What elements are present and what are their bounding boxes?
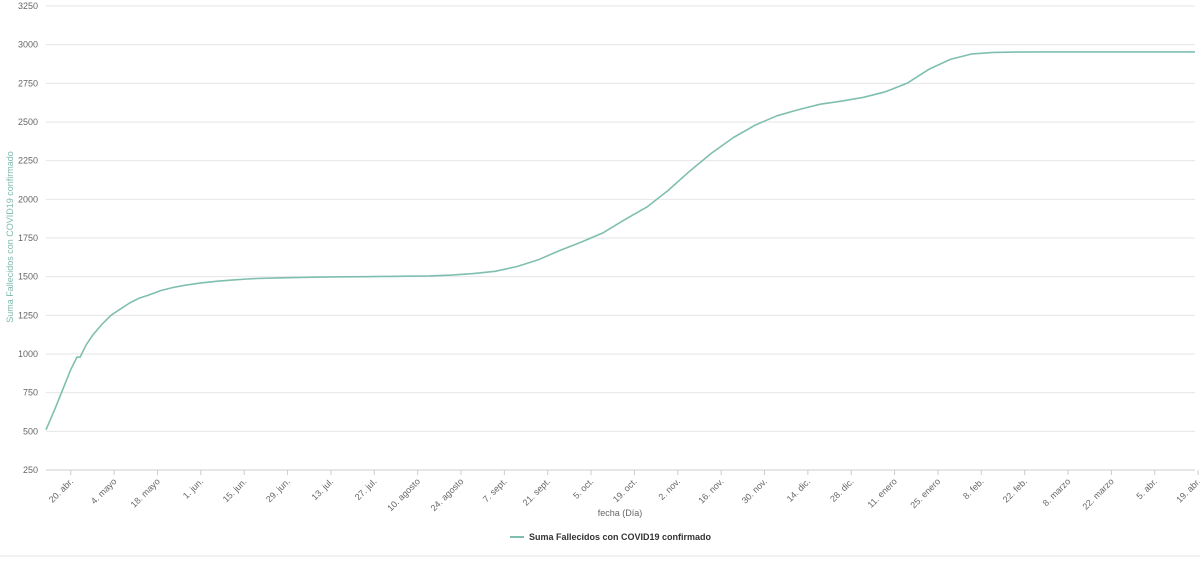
x-tick-label: 22. marzo bbox=[1080, 476, 1115, 511]
x-tick-label: 20. abr. bbox=[47, 476, 75, 504]
x-axis-ticks: 20. abr. 4. mayo 18. mayo 1. jun. 15. jun. 29… bbox=[47, 470, 1200, 513]
x-tick-label: 2. nov. bbox=[656, 476, 682, 502]
series-line[interactable] bbox=[45, 51, 1195, 431]
x-tick-label: 19. abr. bbox=[1174, 476, 1200, 504]
x-tick-label: 29. jun. bbox=[264, 476, 292, 504]
series-layer bbox=[45, 51, 1195, 431]
x-tick-label: 25. enero bbox=[908, 476, 942, 510]
y-axis-ticks: 250 500 750 1000 1250 1500 1750 2000 2250 2500 275… bbox=[18, 1, 38, 475]
y-tick-label: 500 bbox=[23, 426, 38, 436]
x-tick-label: 27. jul. bbox=[353, 476, 379, 502]
x-tick-label: 24. agosto bbox=[429, 476, 466, 513]
x-axis-title: fecha (Día) bbox=[598, 508, 643, 518]
legend[interactable]: Suma Fallecidos con COVID19 confirmado bbox=[510, 532, 712, 542]
x-tick-label: 15. jun. bbox=[221, 476, 249, 504]
x-tick-label: 11. enero bbox=[866, 476, 899, 509]
x-tick-label: 1. jun. bbox=[181, 476, 205, 500]
x-tick-label: 13. jul. bbox=[310, 476, 336, 502]
y-tick-label: 2250 bbox=[18, 156, 38, 166]
x-tick-label: 18. mayo bbox=[129, 476, 162, 509]
y-tick-label: 250 bbox=[23, 465, 38, 475]
legend-label: Suma Fallecidos con COVID19 confirmado bbox=[529, 532, 712, 542]
y-tick-label: 2750 bbox=[18, 78, 38, 88]
x-tick-label: 30. nov. bbox=[740, 476, 769, 505]
x-tick-label: 19. oct. bbox=[611, 476, 639, 504]
grid-lines bbox=[46, 5, 1195, 432]
x-tick-label: 4. mayo bbox=[89, 476, 119, 506]
x-tick-label: 21. sept. bbox=[521, 476, 552, 507]
x-tick-label: 7. sept. bbox=[481, 476, 509, 504]
y-tick-label: 3000 bbox=[18, 40, 38, 50]
y-tick-label: 2000 bbox=[18, 194, 38, 204]
x-tick-label: 14. dic. bbox=[785, 476, 813, 504]
x-tick-label: 5. oct. bbox=[571, 476, 595, 500]
x-tick-label: 22. feb. bbox=[1001, 476, 1029, 504]
x-tick-label: 10. agosto bbox=[385, 476, 422, 513]
y-tick-label: 1500 bbox=[18, 272, 38, 282]
x-tick-label: 8. marzo bbox=[1041, 476, 1073, 508]
y-tick-label: 1250 bbox=[18, 310, 38, 320]
y-tick-label: 750 bbox=[23, 388, 38, 398]
x-tick-label: 28. dic. bbox=[828, 476, 856, 504]
x-tick-label: 5. abr. bbox=[1134, 476, 1159, 501]
x-tick-label: 16. nov. bbox=[696, 476, 725, 505]
y-axis-title: Suma Fallecidos con COVID19 confirmado bbox=[5, 151, 15, 323]
y-tick-label: 2500 bbox=[18, 117, 38, 127]
y-tick-label: 3250 bbox=[18, 1, 38, 11]
y-tick-label: 1000 bbox=[18, 349, 38, 359]
x-tick-label: 8. feb. bbox=[961, 476, 986, 501]
y-tick-label: 1750 bbox=[18, 233, 38, 243]
